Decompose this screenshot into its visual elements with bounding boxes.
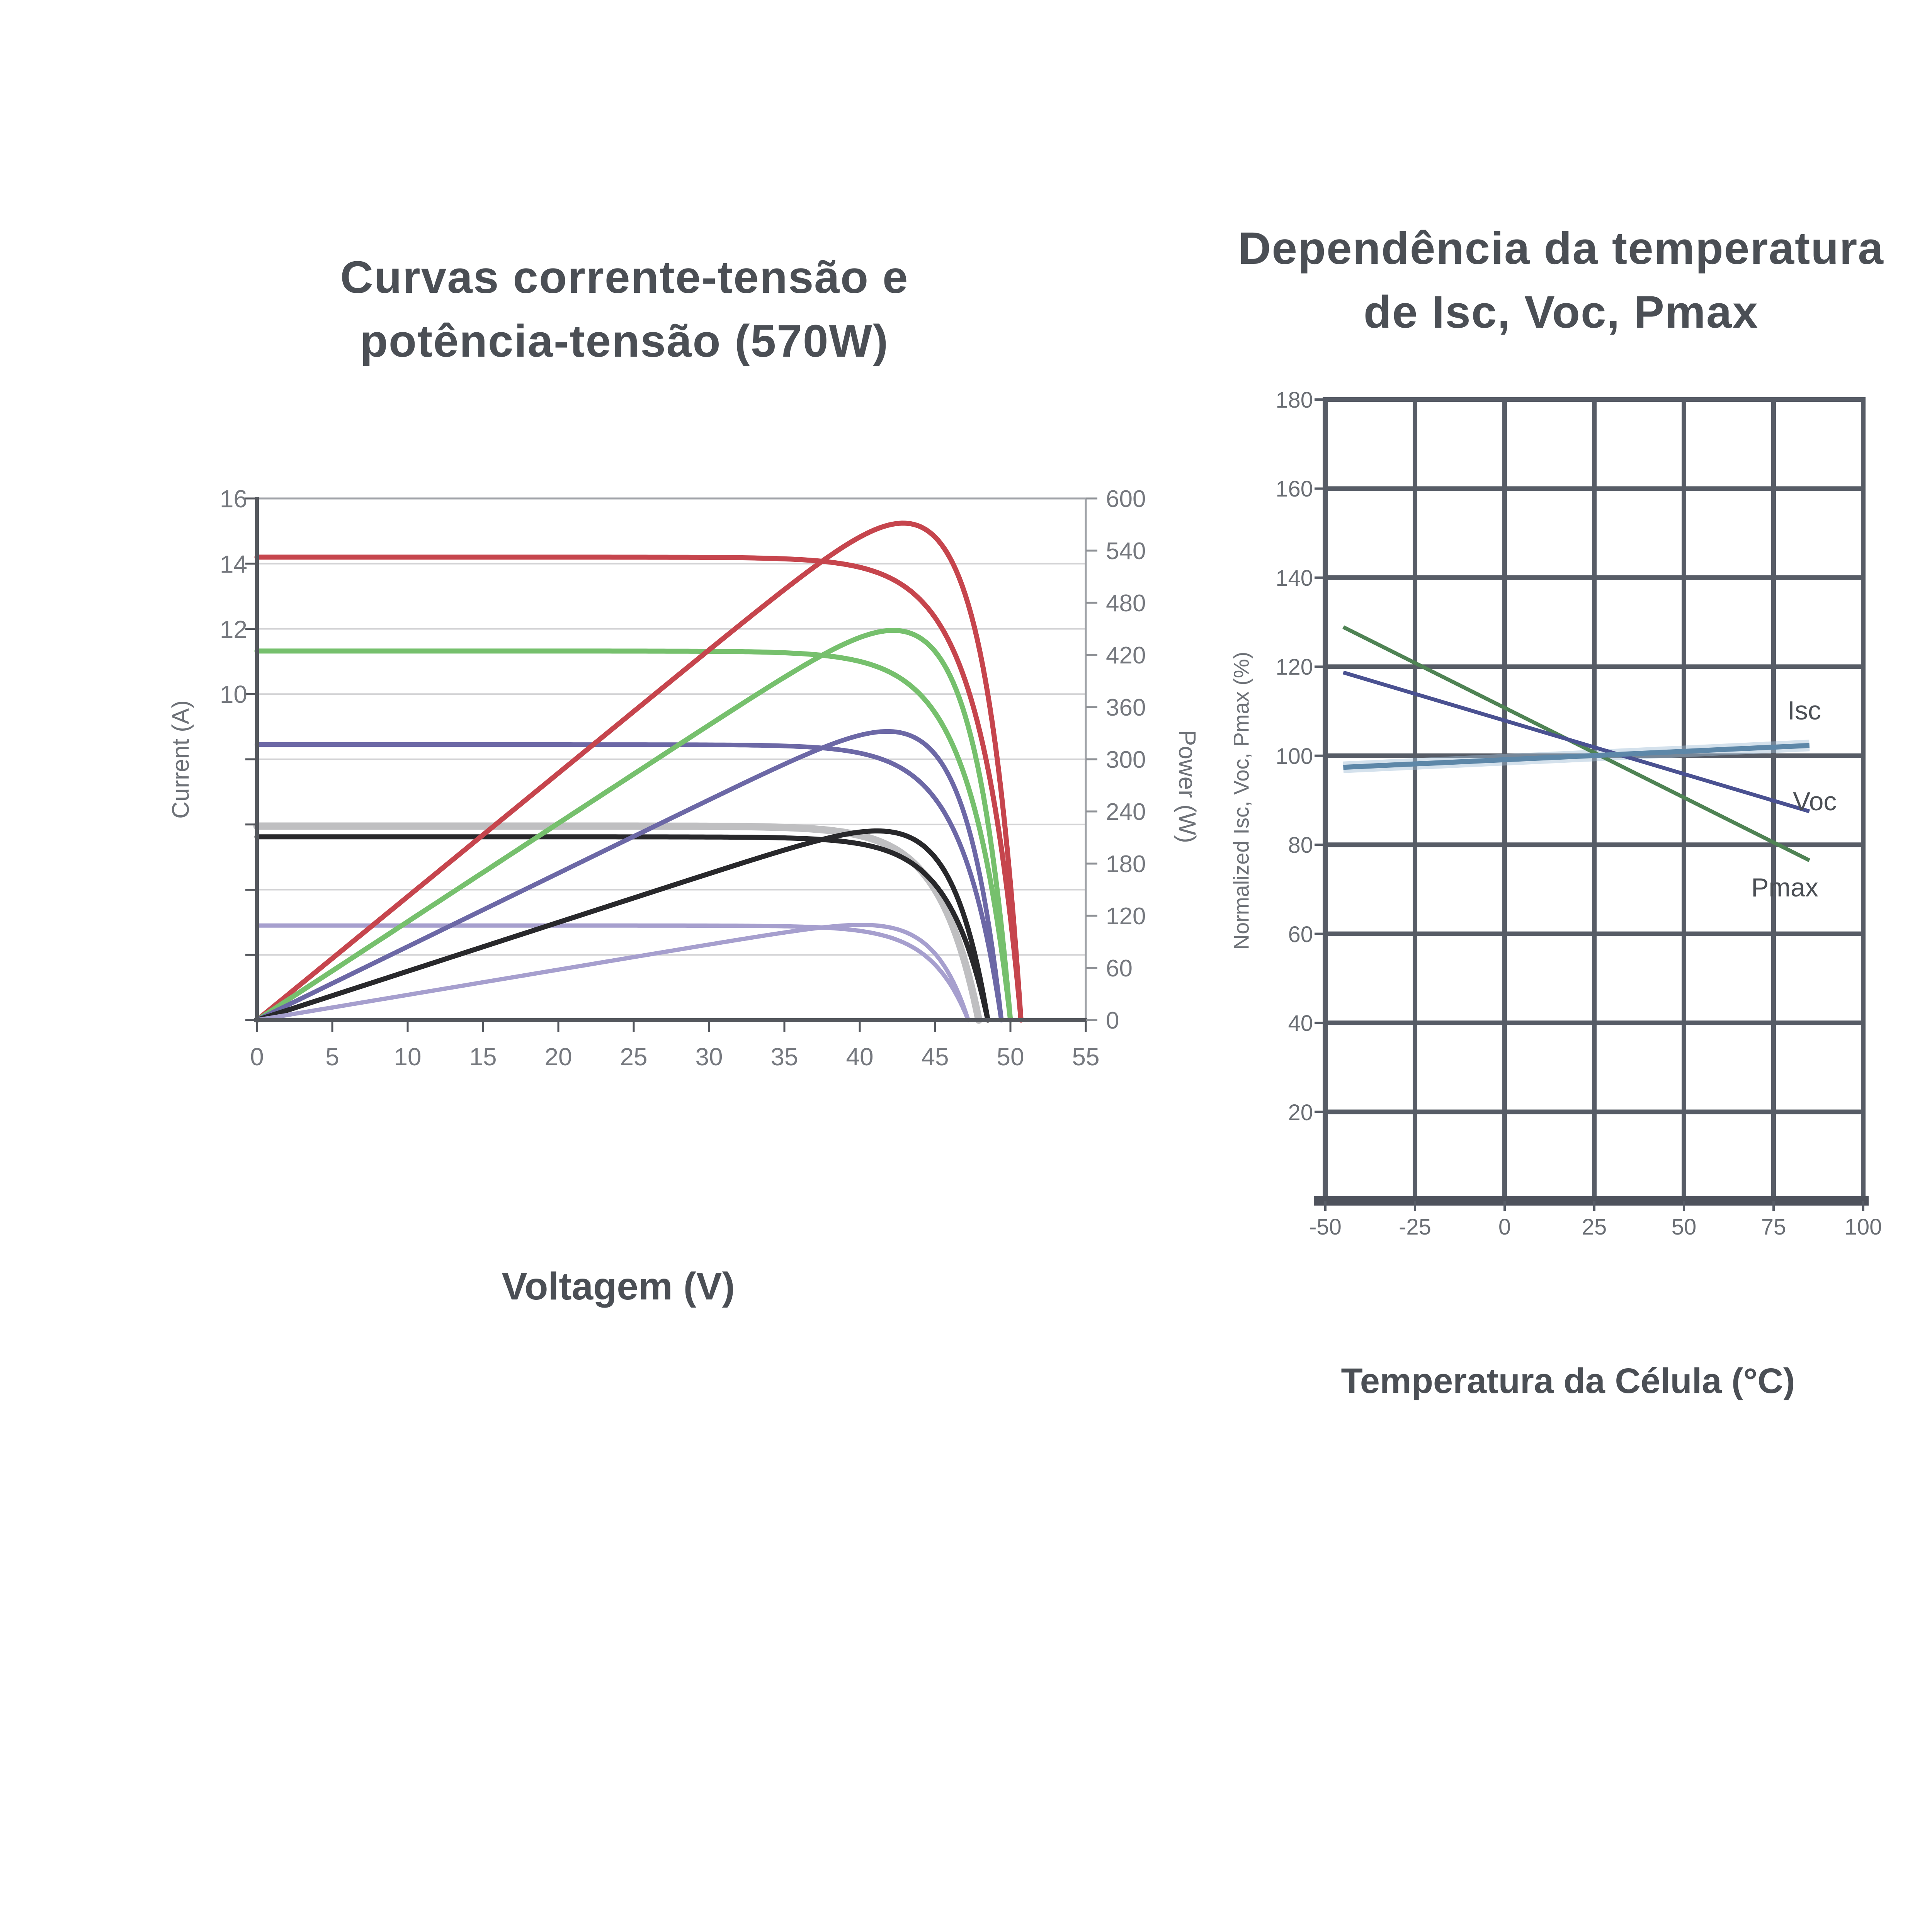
iv-curve-purple-600Wm2 xyxy=(255,742,1004,1022)
iv-y-right-tick-label: 60 xyxy=(1106,955,1133,982)
iv-y-left-tick-label: 12 xyxy=(219,615,247,643)
iv-y-right-tick-label: 300 xyxy=(1106,747,1146,773)
iv-x-tick-label: 45 xyxy=(921,1043,949,1071)
iv-x-tick-label: 50 xyxy=(997,1043,1024,1071)
iv-curve-red-1000Wm2 xyxy=(254,554,1024,1023)
iv-x-tick-label: 30 xyxy=(695,1043,723,1071)
temp-y-tick-label: 140 xyxy=(1276,565,1313,591)
temp-x-tick-label: -50 xyxy=(1309,1214,1342,1240)
temp-y-tick-label: 20 xyxy=(1288,1100,1313,1125)
iv-curve-lavender-200Wm2-power xyxy=(255,923,971,1022)
iv-curve-gray-thick xyxy=(253,822,983,1024)
iv-x-tick-label: 5 xyxy=(325,1043,339,1071)
temp-y-tick-label: 180 xyxy=(1276,388,1313,413)
iv-curve-lavender-200Wm2 xyxy=(255,923,971,1022)
iv-x-tick-label: 25 xyxy=(620,1043,648,1071)
temp-line-label-isc: Isc xyxy=(1787,696,1821,725)
iv-x-axis-label: Voltagem (V) xyxy=(502,1265,735,1308)
temp-line-label-voc: Voc xyxy=(1793,787,1837,816)
iv-x-tick-label: 20 xyxy=(544,1043,572,1071)
temp-x-axis-label: Temperatura da Célula (°C) xyxy=(1341,1361,1795,1401)
iv-x-tick-label: 10 xyxy=(394,1043,422,1071)
temp-x-tick-label: 100 xyxy=(1844,1214,1882,1240)
iv-y-right-tick-label: 120 xyxy=(1106,903,1146,930)
temp-y-tick-label: 100 xyxy=(1276,743,1313,769)
temp-line-isc xyxy=(1343,743,1810,770)
iv-x-tick-label: 35 xyxy=(770,1043,798,1071)
iv-x-tick-label: 0 xyxy=(250,1043,264,1071)
iv-y-right-tick-label: 240 xyxy=(1106,799,1146,825)
iv-chart-title-line1: Curvas corrente-tensão e xyxy=(340,252,909,303)
temp-line-voc xyxy=(1342,670,1810,813)
temp-x-tick-label: 25 xyxy=(1582,1214,1607,1240)
iv-y-right-tick-label: 360 xyxy=(1106,694,1146,721)
iv-y-right-tick-label: 420 xyxy=(1106,642,1146,669)
iv-y-left-tick-label: 10 xyxy=(219,680,247,709)
iv-curve-green-800Wm2 xyxy=(254,648,1013,1023)
iv-curve-red-1000Wm2-power xyxy=(254,520,1024,1023)
temp-y-tick-label: 160 xyxy=(1276,476,1313,502)
iv-curve-green-800Wm2-power xyxy=(254,628,1013,1023)
temp-y-tick-label: 120 xyxy=(1276,655,1313,680)
temp-x-tick-label: 50 xyxy=(1671,1214,1697,1240)
iv-curve-purple-600Wm2-power xyxy=(255,729,1004,1022)
iv-curve-black-400Wm2-power xyxy=(254,828,990,1023)
iv-y-right-tick-label: 480 xyxy=(1106,590,1146,617)
iv-chart-title-line2: potência-tensão (570W) xyxy=(360,316,889,367)
temp-line-label-pmax: Pmax xyxy=(1751,873,1818,902)
temp-y-tick-label: 80 xyxy=(1288,833,1313,858)
iv-y-right-tick-label: 180 xyxy=(1106,851,1146,878)
iv-x-tick-label: 55 xyxy=(1072,1043,1100,1071)
iv-y-left-tick-label: 16 xyxy=(219,485,247,513)
iv-y-left-tick-label: 14 xyxy=(219,550,247,578)
iv-curve-black-400Wm2 xyxy=(254,834,990,1023)
temp-y-tick-label: 40 xyxy=(1288,1011,1313,1036)
iv-x-tick-label: 15 xyxy=(469,1043,497,1071)
iv-x-tick-label: 40 xyxy=(846,1043,874,1071)
iv-y-left-axis-label: Current (A) xyxy=(167,700,194,819)
temp-x-tick-label: 0 xyxy=(1498,1214,1511,1240)
iv-y-right-tick-label: 0 xyxy=(1106,1007,1119,1034)
temp-x-tick-label: -25 xyxy=(1399,1214,1431,1240)
iv-y-right-tick-label: 540 xyxy=(1106,538,1146,565)
temp-chart-title-line1: Dependência da temperatura xyxy=(1238,223,1884,274)
iv-y-right-tick-label: 600 xyxy=(1106,486,1146,512)
temp-y-axis-label: Normalized Isc, Voc, Pmax (%) xyxy=(1229,651,1253,950)
temp-y-tick-label: 60 xyxy=(1288,922,1313,947)
temp-x-tick-label: 75 xyxy=(1761,1214,1786,1240)
temp-chart-title-line2: de Isc, Voc, Pmax xyxy=(1363,287,1759,338)
